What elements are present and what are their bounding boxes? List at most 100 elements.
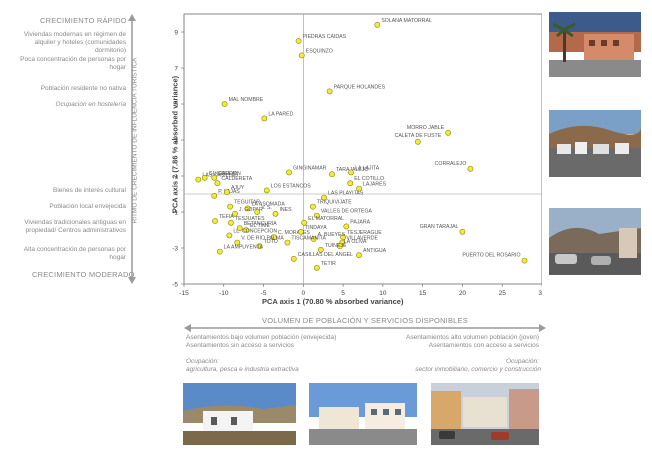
point-label: LOS ESTANCOS [271,183,312,189]
point-label: ESQUINZO [306,48,333,54]
point-label: CARDON [218,171,241,177]
point-label: MAL NOMBRE [229,97,264,103]
data-point [212,218,218,224]
x-tick-label: 15 [419,290,427,297]
data-point [263,187,270,194]
data-point [234,239,241,246]
point-label: VALLES DE ORTEGA [321,209,373,215]
data-point [343,223,350,230]
point-label: PIEDRAS CAIDAS [303,34,347,40]
x-tick-label: 20 [459,290,467,297]
data-point [329,171,335,178]
data-point [414,138,421,145]
data-point [228,219,234,226]
data-point [313,212,320,219]
data-point [310,236,317,242]
data-point [356,185,362,192]
point-label: SOLANA MATORRAL [381,18,432,24]
point-label: INES [279,207,292,213]
data-point [321,194,327,201]
data-point [301,219,308,226]
left-top-header: CRECIMIENTO RÁPIDO [40,16,127,25]
data-point [445,129,452,136]
x-tick-label: 5 [341,290,345,297]
y-tick-label: 3 [174,137,178,144]
left-bottom-header: CRECIMIENTO MODERADO [32,270,135,279]
y-tick-label: 7 [174,65,178,72]
data-point [236,225,243,232]
point-label: TEFIA [219,214,234,220]
point-label: AJUY [231,185,245,191]
point-label: TRIQUIVIJATE [317,200,352,206]
y-tick-label: -1 [172,209,178,216]
point-label: V. S. [261,205,272,211]
point-label: EL TIME [250,223,270,229]
point-label: LAJARES [363,182,387,188]
y-tick-label: -3 [172,245,178,252]
y-tick-label: 5 [174,101,178,108]
data-point [256,243,263,250]
data-point [211,192,218,199]
data-point [313,264,320,271]
data-point [326,88,333,95]
point-label: V. DE RIO PALMA [241,236,284,242]
point-label: CORRALEJO [435,161,467,167]
point-label: TESJERAGUE [347,230,382,236]
data-point [340,234,347,241]
point-label: PARQUE HOLANDES [334,84,386,90]
point-label: TETIR [321,261,336,267]
point-label: LA PARED [268,111,293,117]
point-label: LA OLIVA [344,239,367,245]
point-label: LAS CASILLAS [202,173,239,179]
data-point [216,248,223,255]
point-label: GINGINAMAR [293,165,327,171]
left-item-low-concentration: Poca concentración de personas por hogar [20,56,126,71]
right-occupation: sector inmobiliario, comercio y construc… [415,366,541,373]
left-item-aged-population: Población local envejecida [49,203,126,210]
point-label: EL COTILLO [354,176,384,182]
y-tick-label: 1 [174,173,178,180]
data-point [317,246,324,253]
x-tick-label: 10 [379,290,387,297]
point-label: TUINEJE [325,243,347,249]
vertical-arrow [128,14,136,284]
data-point [221,101,228,107]
x-tick-label: 0 [302,290,306,297]
y-axis-title: PCA axis 2 (7.86 % absorbed variance) [170,75,180,214]
point-label: MORRO JABLE [407,125,445,131]
town-photo-1 [549,12,641,77]
data-point [272,210,279,217]
left-occupation: agricultura, pesca e industria extractiv… [186,366,299,373]
data-point [227,203,234,210]
point-label: BETANCURIA [244,221,278,227]
right-occupation-title: Ocupación: [506,358,539,365]
point-label: TOTO [264,239,278,245]
horizontal-arrow [184,324,546,332]
point-label: LA LAJITA [355,165,380,171]
left-item-cultural: Bienes de interés cultural [53,187,126,194]
data-point [521,257,528,264]
point-label: GUISGUEY [209,171,237,177]
data-point [284,239,291,246]
data-point [347,180,354,187]
town-photo-3 [549,208,641,275]
pca-scatter-chart: -15 -10 -5 0 5 10 15 20 25 30 -5 -3 -1 1 3 5 7 9 SOLANA MA… [172,13,542,297]
point-label: LAS PLAYITAS [328,191,364,197]
data-point [226,232,233,239]
data-point [244,205,251,212]
village-photo-1 [183,383,296,445]
data-point [309,203,316,210]
left-item-traditional-housing: Viviendas tradicionales antiguas en prop… [24,219,126,234]
data-point [270,234,277,241]
bottom-right-text: Asentamientos alto volumen población (jo… [406,334,539,349]
data-point [195,176,202,183]
data-point [254,209,261,215]
y-tick-label: 9 [174,29,178,36]
data-point [295,38,302,44]
left-item-non-native: Población residente no nativa [40,85,126,92]
left-item-hostelry: Ocupación en hostelería [55,101,126,108]
point-label: CALETA DE FUSTE [395,133,442,139]
data-point [201,174,208,181]
point-label: J. GOPAR [239,207,263,213]
data-point [232,210,238,217]
